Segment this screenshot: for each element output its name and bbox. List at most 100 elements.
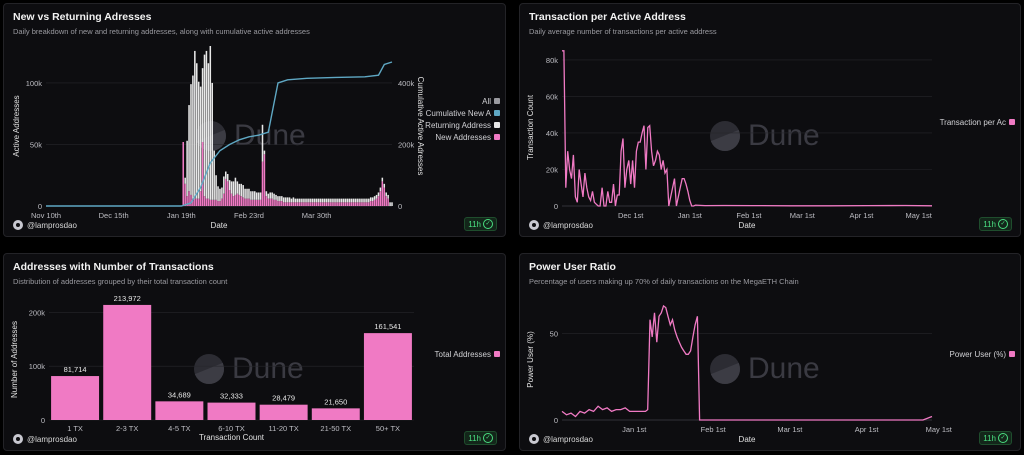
x-tick-label: Mar 1st xyxy=(790,211,816,220)
chart-tx-distribution: 0 100k 200k 81,714 1 TX 213,972 2-3 TX 34,689 4-… xyxy=(10,294,500,442)
legend-label: All xyxy=(482,97,491,106)
bar-new-addresses xyxy=(277,201,279,206)
bar-returning-addresses xyxy=(371,197,374,202)
freshness-badge[interactable]: 11h ✓ xyxy=(464,431,497,445)
bar-new-addresses xyxy=(354,202,357,206)
author-footer[interactable]: @lamprosdao xyxy=(13,434,77,444)
bar-returning-addresses xyxy=(236,181,239,194)
bar-new-addresses xyxy=(255,199,258,206)
bar-returning-addresses xyxy=(213,150,215,200)
bar-new-addresses xyxy=(186,196,188,206)
bar-new-addresses xyxy=(284,202,287,206)
bar-returning-addresses xyxy=(273,193,275,200)
freshness-badge[interactable]: 11h ✓ xyxy=(979,431,1012,445)
x-tick-label: Feb 1st xyxy=(736,211,762,220)
legend-swatch xyxy=(494,351,500,357)
x-axis-title: Transaction Count xyxy=(199,433,265,442)
bar-returning-addresses xyxy=(211,82,214,200)
bar-returning-addresses xyxy=(300,198,302,203)
bar-new-addresses xyxy=(209,199,212,206)
bar-new-addresses xyxy=(371,201,374,206)
bar-returning-addresses xyxy=(321,198,324,203)
bar-new-addresses xyxy=(197,198,200,206)
x-axis-title: Date xyxy=(211,221,228,230)
x-tick-label: 6-10 TX xyxy=(218,424,245,433)
data-label: 81,714 xyxy=(64,365,87,374)
bar-new-addresses xyxy=(310,202,312,206)
bar-returning-addresses xyxy=(346,198,349,203)
x-tick-label: 4-5 TX xyxy=(168,424,190,433)
bar-new-addresses xyxy=(230,193,233,206)
legend-label: Transaction per Ac xyxy=(940,118,1006,127)
bar-returning-addresses xyxy=(228,180,231,190)
bar-returning-addresses xyxy=(253,191,256,200)
bar-new-addresses xyxy=(335,202,337,206)
bar-returning-addresses xyxy=(286,197,289,203)
chart-title: Addresses with Number of Transactions xyxy=(13,261,214,273)
chart-subtitle: Percentage of users making up 70% of dai… xyxy=(529,277,799,286)
author-footer[interactable]: @lamprosdao xyxy=(529,220,593,230)
bar-new-addresses xyxy=(385,196,387,206)
bar-returning-addresses xyxy=(315,198,318,203)
bar-new-addresses xyxy=(275,199,277,206)
bar-new-addresses xyxy=(234,194,237,206)
freshness-label: 11h xyxy=(468,433,481,443)
bar-new-addresses xyxy=(261,161,264,206)
legend-swatch xyxy=(494,134,500,140)
bar-returning-addresses xyxy=(224,171,227,179)
legend-swatch xyxy=(494,110,500,116)
bar-new-addresses xyxy=(238,194,241,206)
x-tick-label: 11-20 TX xyxy=(269,424,299,433)
bar-returning-addresses xyxy=(389,202,391,206)
bar-returning-addresses xyxy=(205,50,208,199)
author-footer[interactable]: @lamprosdao xyxy=(529,434,593,444)
y2-tick-label: 400k xyxy=(398,79,415,88)
bar-returning-addresses xyxy=(304,198,306,203)
x-tick-label: Mar 30th xyxy=(302,211,332,220)
bar-returning-addresses xyxy=(246,188,248,199)
freshness-badge[interactable]: 11h ✓ xyxy=(979,217,1012,231)
bar-new-addresses xyxy=(240,196,242,206)
bar-new-addresses xyxy=(337,202,339,206)
bar-new-addresses xyxy=(356,202,358,206)
bar-new-addresses xyxy=(242,197,244,206)
bar-new-addresses xyxy=(350,202,353,206)
bar-returning-addresses xyxy=(381,177,384,182)
panel-power-user-ratio: Power User Ratio Percentage of users mak… xyxy=(519,253,1021,451)
bar-returning-addresses xyxy=(368,198,370,203)
chart-new-vs-returning: 0 50k 100k 0 200k 400k Nov 10th Dec 15th Jan 19t… xyxy=(12,46,500,230)
y-tick-label: 50k xyxy=(30,140,42,149)
bar-new-addresses xyxy=(192,198,194,206)
bar-new-addresses xyxy=(259,199,262,206)
bar-new-addresses xyxy=(311,202,314,206)
bar-returning-addresses xyxy=(267,193,270,199)
bar-returning-addresses xyxy=(306,198,308,203)
bar-returning-addresses xyxy=(217,186,219,202)
bar-returning-addresses xyxy=(352,198,355,203)
bar-new-addresses xyxy=(315,202,318,206)
x-tick-label: Apr 1st xyxy=(850,211,875,220)
bar-returning-addresses xyxy=(310,198,312,203)
bar-new-addresses xyxy=(215,199,217,206)
bar-new-addresses xyxy=(257,199,260,206)
bar-new-addresses xyxy=(273,199,275,206)
bar-returning-addresses xyxy=(203,54,206,197)
x-tick-label: Mar 1st xyxy=(777,425,803,434)
bar-returning-addresses xyxy=(292,197,295,203)
x-tick-label: Nov 10th xyxy=(31,211,61,220)
bar-returning-addresses xyxy=(192,75,194,199)
bar-returning-addresses xyxy=(279,196,281,202)
bar-returning-addresses xyxy=(298,198,300,203)
check-icon: ✓ xyxy=(483,433,493,443)
bar-new-addresses xyxy=(366,202,368,206)
x-tick-label: Dec 15th xyxy=(99,211,129,220)
bar-returning-addresses xyxy=(325,198,328,203)
author-footer[interactable]: @lamprosdao xyxy=(13,220,77,230)
bar-returning-addresses xyxy=(261,124,264,162)
bar-returning-addresses xyxy=(275,194,277,200)
author-handle: @lamprosdao xyxy=(543,434,593,444)
bar xyxy=(363,333,412,420)
bar-returning-addresses xyxy=(344,198,347,203)
x-tick-label: Feb 23rd xyxy=(234,211,264,220)
freshness-badge[interactable]: 11h ✓ xyxy=(464,217,497,231)
